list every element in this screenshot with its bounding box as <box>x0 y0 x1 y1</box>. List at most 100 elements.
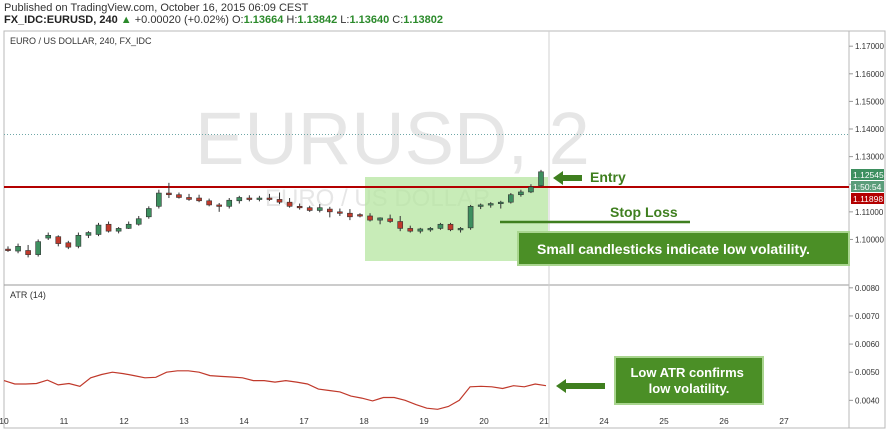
atr-pane-title: ATR (14) <box>10 290 46 300</box>
candle <box>256 195 263 202</box>
last-price-badge <box>851 169 884 180</box>
candle <box>95 222 102 237</box>
symbol-watermark: EURUSD, 2 <box>195 97 590 180</box>
time-tick-label: 13 <box>179 416 189 426</box>
candle <box>75 232 82 249</box>
candle <box>246 195 253 202</box>
price-tick-label: 1.16000 <box>855 70 884 79</box>
symbol-label: FX_IDC:EURUSD, 240 <box>4 14 118 26</box>
time-tick-label: 20 <box>479 416 489 426</box>
price-chart[interactable]: EURUSD, 2 EURO / US DOLLAR EURO / US DOL… <box>0 28 889 433</box>
time-tick-label: 19 <box>419 416 429 426</box>
candle <box>15 243 21 254</box>
atr-tick-label: 0.0060 <box>855 340 880 349</box>
candle <box>437 222 444 230</box>
candle <box>216 203 222 212</box>
time-tick-label: 27 <box>779 416 789 426</box>
time-tick-label: 14 <box>239 416 249 426</box>
candle <box>467 204 474 230</box>
candle <box>286 198 293 208</box>
low-value: 1.13640 <box>349 14 390 26</box>
candle <box>55 235 62 247</box>
atr-series: 0.0080 0.0070 0.0060 0.0050 0.0040 <box>3 284 880 410</box>
candle <box>166 182 172 199</box>
time-tick-label: 18 <box>359 416 369 426</box>
price-tick-label: 1.14000 <box>855 125 884 134</box>
time-axis: 10 11 12 13 14 17 18 19 20 21 24 25 26 27 <box>0 416 789 426</box>
candle <box>296 203 303 210</box>
stop-loss-label: Stop Loss <box>610 204 678 220</box>
change-arrow: ▲ <box>120 14 132 26</box>
candle <box>316 204 323 213</box>
candle <box>115 227 122 234</box>
candle <box>105 221 112 233</box>
open-label: O: <box>231 14 244 26</box>
atr-tick-label: 0.0080 <box>855 284 880 293</box>
candle <box>538 169 544 187</box>
high-label: H: <box>286 14 298 26</box>
candle <box>327 206 333 218</box>
price-tick-label: 1.11000 <box>855 208 884 217</box>
entry-arrow <box>553 171 582 185</box>
candlestick-series <box>5 169 544 258</box>
price-pane-title: EURO / US DOLLAR, 240, FX_IDC <box>10 36 152 46</box>
last-price-label: 1.12545 <box>853 170 884 180</box>
candle <box>306 205 313 212</box>
candle <box>427 227 434 232</box>
low-label: L: <box>340 14 350 26</box>
price-scale[interactable] <box>848 30 886 429</box>
time-tick-label: 12 <box>119 416 129 426</box>
atr-tick-label: 0.0050 <box>855 368 880 377</box>
atr-line <box>3 370 547 410</box>
time-tick-label: 26 <box>719 416 729 426</box>
candle <box>347 209 353 221</box>
candle <box>518 189 524 197</box>
candle <box>135 215 142 226</box>
candle <box>397 215 404 232</box>
candle <box>45 232 52 240</box>
time-tick-label: 25 <box>659 416 669 426</box>
candle <box>176 192 182 199</box>
change-value: +0.00020 (+0.02%) <box>134 14 229 26</box>
candle <box>487 202 494 208</box>
candle <box>387 214 393 223</box>
time-tick-label: 10 <box>0 416 9 426</box>
candle <box>196 194 202 203</box>
time-tick-label: 11 <box>60 416 69 426</box>
candle <box>156 189 162 209</box>
close-label: C: <box>392 14 404 26</box>
time-tick-label: 17 <box>299 416 309 426</box>
price-tick-label: 1.13000 <box>855 153 884 162</box>
atr-tick-label: 0.0040 <box>855 396 880 405</box>
candle <box>35 239 41 257</box>
high-value: 1.13842 <box>297 14 338 26</box>
candle <box>447 222 454 232</box>
close-value: 1.13802 <box>403 14 444 26</box>
stop-price-badge <box>851 193 884 204</box>
candle <box>457 227 464 233</box>
candle <box>266 193 273 201</box>
candle <box>206 198 212 207</box>
candle <box>477 203 484 210</box>
candle <box>337 208 343 216</box>
candle <box>226 198 233 209</box>
candle <box>497 200 504 209</box>
candle <box>85 231 92 239</box>
candle <box>377 217 383 225</box>
candle <box>25 244 31 258</box>
stop-price-label: 1.11898 <box>853 194 883 204</box>
candle <box>407 225 414 233</box>
candle <box>357 213 363 218</box>
low-atr-text: Low ATR confirms low volatility. <box>630 365 747 396</box>
candle <box>5 246 11 252</box>
entry-label: Entry <box>590 169 626 185</box>
candle <box>145 206 152 219</box>
price-tick-label: 1.17000 <box>855 42 884 51</box>
published-header: Published on TradingView.com, October 16… <box>4 2 309 14</box>
atr-arrow <box>556 379 605 393</box>
low-atr-note <box>614 356 764 405</box>
candle <box>417 227 424 234</box>
ohlc-header: FX_IDC:EURUSD, 240 ▲ +0.00020 (+0.02%) O… <box>4 14 443 26</box>
price-tick-label: 1.15000 <box>855 97 884 106</box>
candle <box>125 221 132 229</box>
